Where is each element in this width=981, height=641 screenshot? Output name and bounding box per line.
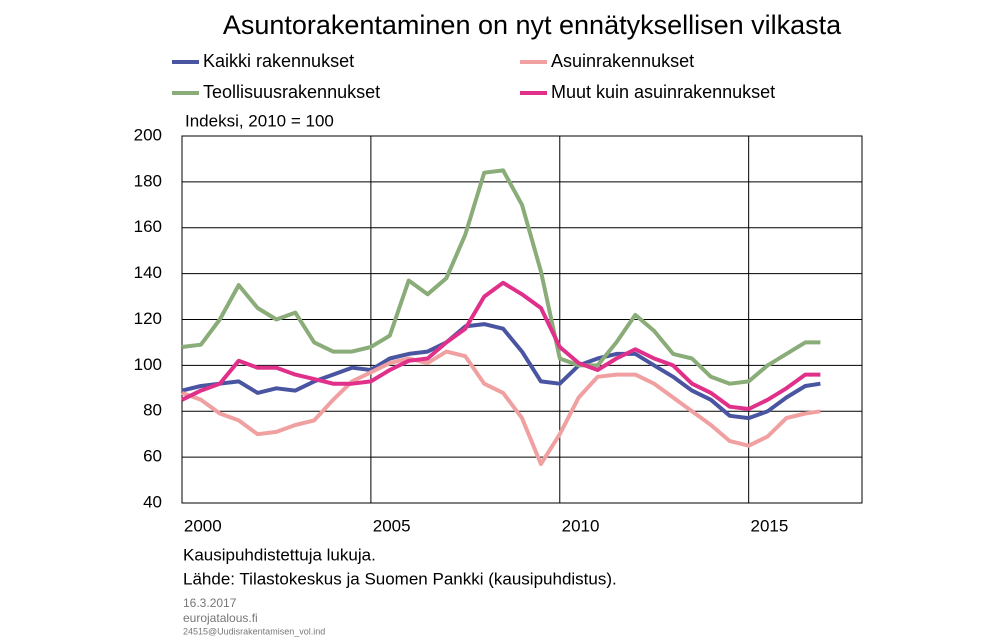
footer-text: 16.3.2017 — [183, 596, 237, 610]
y-tick-label: 60 — [143, 447, 162, 466]
series-line — [181, 322, 821, 421]
note: Kausipuhdistettuja lukuja. — [183, 545, 376, 564]
legend-label: Muut kuin asuinrakennukset — [551, 82, 775, 102]
legend-label: Teollisuusrakennukset — [203, 82, 380, 102]
footer-text: 24515@Uudisrakentamisen_vol.ind — [183, 626, 325, 636]
x-tick-label: 2010 — [562, 516, 600, 535]
series-line — [181, 349, 821, 466]
note: Lähde: Tilastokeskus ja Suomen Pankki (k… — [183, 569, 617, 588]
footer-text: eurojatalous.fi — [183, 611, 258, 625]
y-tick-label: 80 — [143, 401, 162, 420]
y-tick-label: 160 — [134, 217, 162, 236]
legend-label: Asuinrakennukset — [551, 51, 694, 71]
series-line — [181, 168, 821, 386]
legend-label: Kaikki rakennukset — [203, 51, 354, 71]
y-tick-label: 200 — [134, 125, 162, 144]
x-tick-label: 2015 — [751, 516, 789, 535]
y-tick-label: 100 — [134, 355, 162, 374]
series-line — [181, 280, 821, 411]
y-tick-label: 180 — [134, 171, 162, 190]
y-axis-label: Indeksi, 2010 = 100 — [185, 111, 334, 130]
x-tick-label: 2005 — [373, 516, 411, 535]
plot-frame — [181, 135, 863, 504]
chart-title: Asuntorakentaminen on nyt ennätyksellise… — [223, 10, 842, 40]
y-tick-label: 40 — [143, 492, 162, 511]
y-tick-label: 120 — [134, 309, 162, 328]
x-tick-label: 2000 — [184, 516, 222, 535]
y-tick-label: 140 — [134, 263, 162, 282]
